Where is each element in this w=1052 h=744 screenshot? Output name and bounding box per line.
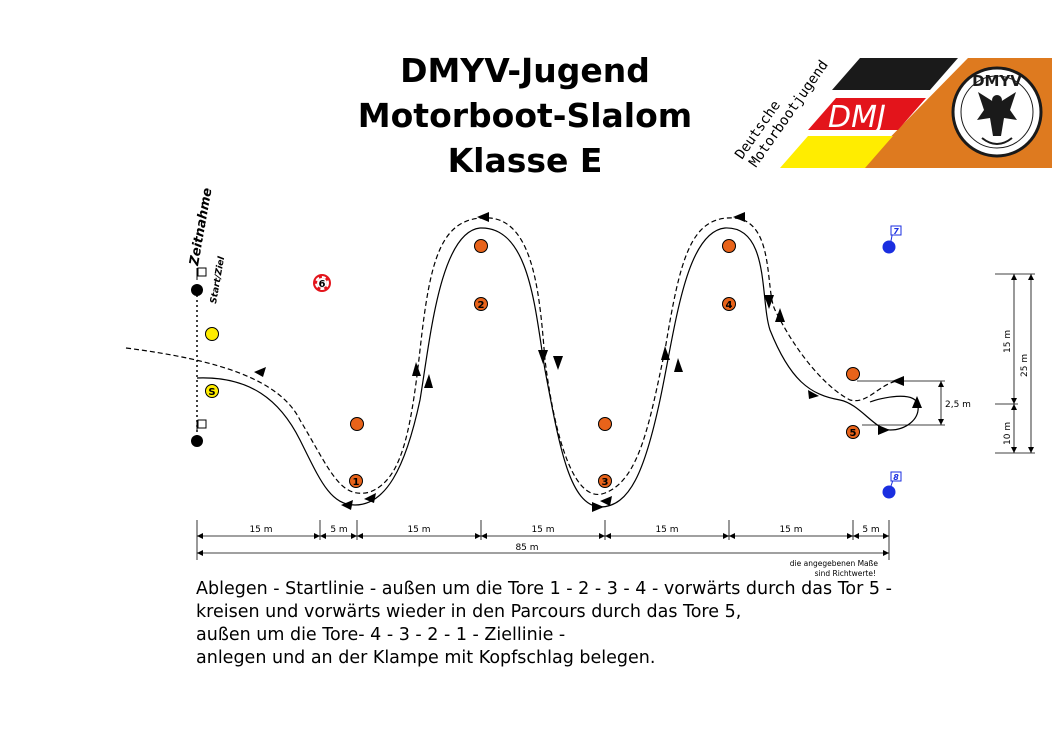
title-line-3: Klasse E	[447, 141, 603, 180]
direction-arrow-icon	[764, 295, 774, 309]
dim-segment-3: 15 m	[407, 525, 430, 535]
start-ziel-label: Start/Ziel	[209, 255, 227, 305]
dim-vertical-15: 15 m	[1003, 330, 1013, 353]
direction-arrow-icon	[600, 496, 612, 506]
buoy-gate-5-outer	[846, 367, 860, 381]
zeitnahme-label: Zeitnahme	[187, 187, 216, 268]
buoy-2: 2	[474, 297, 488, 311]
buoy-6-label: 6	[319, 279, 326, 290]
direction-arrow-icon	[341, 500, 353, 510]
direction-arrow-icon	[364, 493, 376, 503]
buoy-gate-4-outer	[722, 239, 736, 253]
buoy-gate-2-outer	[474, 239, 488, 253]
dim-segment-5: 15 m	[655, 525, 678, 535]
dim-segment-2: 5 m	[330, 525, 347, 535]
buoy-6: 6	[313, 274, 331, 292]
buoy-5: 5	[846, 425, 860, 439]
start-buoy-label: S	[208, 387, 215, 398]
direction-arrow-icon	[254, 367, 266, 377]
direction-arrow-icon	[674, 358, 683, 372]
direction-arrow-icon	[661, 346, 670, 360]
dim-segment-4: 15 m	[531, 525, 554, 535]
start-buoy-top	[205, 327, 219, 341]
course-description: Ablegen - Startlinie - außen um die Tore…	[196, 578, 956, 670]
buoy-gate-1-outer	[350, 417, 364, 431]
direction-arrow-icon	[592, 502, 604, 512]
timing-post-top	[191, 284, 203, 296]
direction-arrow-icon	[733, 212, 745, 222]
description-line-3: außen um die Tore- 4 - 3 - 2 - 1 - Ziell…	[196, 625, 566, 645]
buoy-1-label: 1	[353, 477, 360, 488]
buoy-gate-3-outer	[598, 417, 612, 431]
buoy-2-label: 2	[478, 300, 485, 311]
dim-segment-1: 15 m	[249, 525, 272, 535]
buoy-4-label: 4	[726, 300, 733, 311]
buoy-7: 7	[882, 225, 902, 254]
return-path	[125, 217, 906, 496]
dimension-note-line-1: die angegebenen Maße	[790, 559, 879, 568]
description-line-4: anlegen und an der Klampe mit Kopfschlag…	[196, 648, 656, 668]
dimension-note-line-2: sind Richtwerte!	[815, 569, 876, 578]
buoy-8-label: 8	[893, 473, 899, 482]
direction-arrow-icon	[477, 212, 489, 222]
dim-total: 85 m	[515, 543, 538, 553]
direction-arrow-icon	[912, 396, 922, 408]
buoy-3-label: 3	[602, 477, 609, 488]
dim-segment-7: 5 m	[862, 525, 879, 535]
direction-arrow-icon	[878, 425, 890, 435]
flag-icon	[196, 419, 207, 432]
dim-vertical-25: 25 m	[1020, 354, 1030, 377]
direction-arrow-icon	[538, 350, 548, 364]
direction-arrow-icon	[775, 308, 785, 322]
horizontal-dimensions	[196, 520, 890, 560]
dimension-ticks	[197, 533, 889, 556]
flag-icon	[196, 267, 207, 280]
buoy-8: 8	[882, 471, 902, 499]
buoy-3: 3	[598, 474, 612, 488]
vertical-dimensions	[857, 273, 1035, 454]
direction-arrow-icon	[424, 374, 433, 388]
vertical-dimension-ticks	[938, 274, 1034, 453]
buoy-1: 1	[349, 474, 363, 488]
dim-vertical-10: 10 m	[1003, 422, 1013, 445]
dim-loop-gap: 2,5 m	[945, 400, 971, 410]
direction-arrow-icon	[412, 362, 421, 376]
timing-post-bottom	[191, 435, 203, 447]
direction-arrow-icon	[553, 356, 563, 370]
title-line-1: DMYV-Jugend	[400, 51, 650, 90]
description-line-1: Ablegen - Startlinie - außen um die Tore…	[196, 579, 892, 599]
buoy-4: 4	[722, 297, 736, 311]
description-line-2: kreisen und vorwärts wieder in den Parco…	[196, 602, 742, 622]
direction-arrow-icon	[808, 390, 819, 399]
dim-segment-6: 15 m	[779, 525, 802, 535]
start-buoy-s	[205, 384, 219, 398]
page-title: DMYV-Jugend Motorboot-Slalom Klasse E	[300, 48, 750, 183]
buoy-7-label: 7	[893, 227, 899, 236]
title-line-2: Motorboot-Slalom	[357, 96, 693, 135]
buoy-5-label: 5	[850, 428, 857, 439]
